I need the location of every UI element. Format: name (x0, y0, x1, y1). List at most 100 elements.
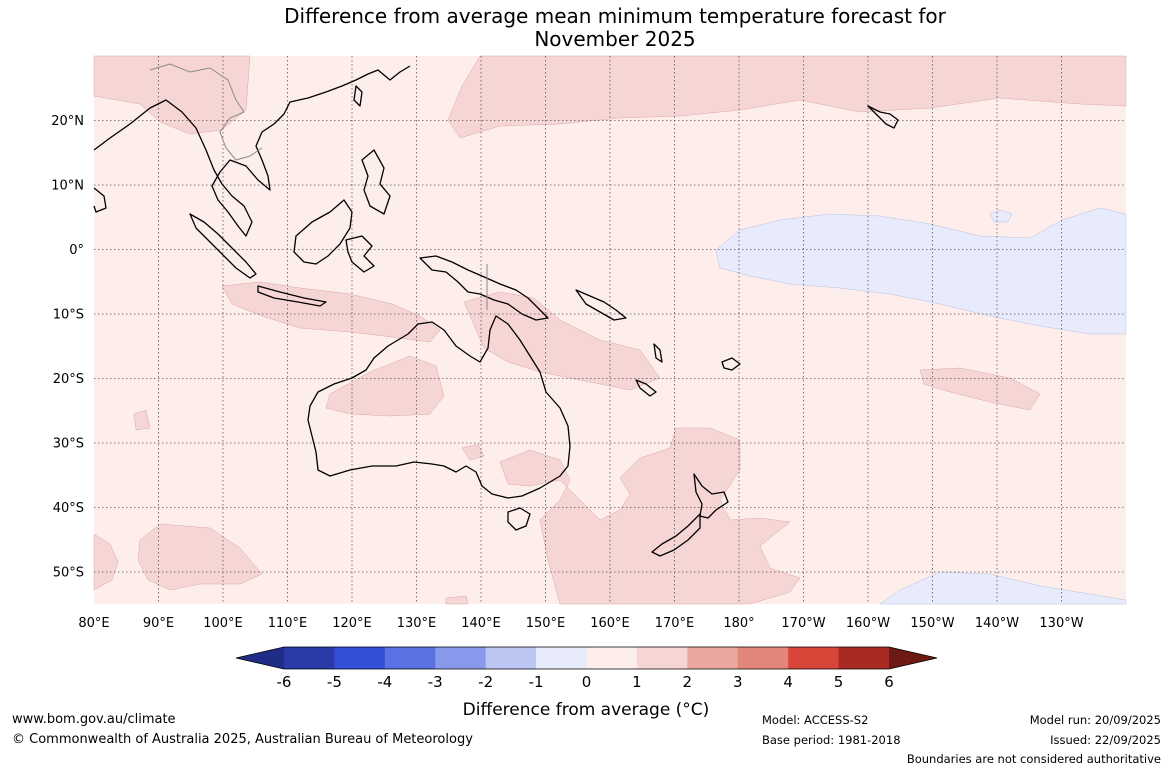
lon-label-130w: 130°W (1039, 616, 1083, 631)
coastline-sumatra (189, 213, 257, 279)
anomaly-region-southern-ocean-west (137, 523, 263, 591)
site-url: www.bom.gov.au/climate (12, 712, 176, 727)
lon-label-130e: 130°E (397, 616, 437, 631)
anomaly-region-indian-ocean-edge (93, 533, 119, 591)
anomaly-region-equatorial-pacific (715, 207, 1127, 335)
boundaries-disclaimer: Boundaries are not considered authoritat… (906, 752, 1161, 766)
colorbar-segments (284, 647, 890, 669)
coastline-hawaii (867, 105, 899, 129)
coastline-india-tip (93, 187, 107, 213)
colorbar-segment (384, 647, 436, 669)
lon-label-140e: 140°E (461, 616, 501, 631)
anomaly-region-coral-sea (463, 291, 661, 391)
coastlines (93, 65, 899, 557)
anomaly-1-to-2-regions (93, 55, 1127, 605)
colorbar-label: Difference from average (°C) (463, 700, 710, 720)
coastline-mainland-asia (93, 65, 411, 237)
lat-label-10s: 10°S (53, 308, 84, 323)
coastline-new-caledonia (635, 379, 657, 397)
map-title-line-2: November 2025 (534, 27, 696, 51)
coastline-nz-south (651, 513, 701, 557)
base-period: Base period: 1981-2018 (762, 733, 901, 747)
lon-label-160w: 160°W (846, 616, 890, 631)
latitude-labels: 20°N 10°N 0° 10°S 20°S 30°S 40°S 50°S (51, 114, 84, 581)
lat-label-40s: 40°S (53, 501, 84, 516)
colorbar-tick-label: 0 (582, 673, 592, 691)
colorbar: -6 -5 -4 -3 -2 -1 0 1 2 3 4 5 6 Difference from aver… (235, 646, 938, 720)
lon-label-90e: 90°E (143, 616, 174, 631)
coastline-fiji (721, 357, 741, 371)
coastline-taiwan (353, 85, 363, 107)
lon-label-110e: 110°E (268, 616, 308, 631)
national-borders (149, 63, 488, 310)
lon-label-150w: 150°W (910, 616, 954, 631)
lat-label-30s: 30°S (53, 437, 84, 452)
coastline-java (257, 285, 327, 307)
lat-label-20n: 20°N (51, 114, 84, 129)
anomaly-region-tasman-nz (499, 427, 801, 605)
lon-label-150e: 150°E (526, 616, 566, 631)
lon-label-120e: 120°E (332, 616, 372, 631)
colorbar-segment (838, 647, 890, 669)
lat-label-50s: 50°S (53, 566, 84, 581)
colorbar-under-arrow (236, 647, 284, 669)
graticule (94, 56, 1126, 604)
anomaly-region-southeast-pacific (879, 571, 1127, 605)
coastline-borneo (293, 199, 353, 265)
lat-label-20s: 20°S (53, 372, 84, 387)
colorbar-tick-label: 4 (783, 673, 793, 691)
lon-label-100e: 100°E (203, 616, 243, 631)
colorbar-segment (636, 647, 688, 669)
model-name: Model: ACCESS-S2 (762, 713, 869, 727)
colorbar-segment (737, 647, 789, 669)
colorbar-segment (485, 647, 537, 669)
colorbar-tick-label: -4 (377, 673, 392, 691)
anomaly-region-maritime (221, 281, 441, 343)
colorbar-tick-label: 1 (632, 673, 642, 691)
colorbar-tick-label: -5 (327, 673, 342, 691)
colorbar-over-arrow (889, 647, 937, 669)
colorbar-tick-label: 6 (884, 673, 894, 691)
colorbar-segment (536, 647, 587, 669)
colorbar-tick-label: -6 (277, 673, 292, 691)
colorbar-tick-label: -2 (478, 673, 493, 691)
colorbar-segment (284, 647, 335, 669)
lon-label-160e: 160°E (590, 616, 630, 631)
colorbar-tick-label: 5 (834, 673, 844, 691)
colorbar-segment (687, 647, 739, 669)
colorbar-outline (235, 646, 938, 670)
colorbar-tick-labels: -6 -5 -4 -3 -2 -1 0 1 2 3 4 5 6 (277, 673, 894, 691)
anomaly-region-west-australia (325, 355, 445, 417)
issued-date: Issued: 22/09/2025 (1050, 733, 1161, 747)
anomaly-minus1-to-0-regions (715, 207, 1127, 605)
colorbar-segment (788, 647, 840, 669)
lat-label-10n: 10°N (51, 179, 84, 194)
lon-label-140w: 140°W (975, 616, 1019, 631)
map-title-line-1: Difference from average mean minimum tem… (284, 4, 946, 28)
anomaly-region-small-islands (133, 409, 485, 605)
copyright-notice: © Commonwealth of Australia 2025, Austra… (12, 732, 473, 747)
lat-label-0: 0° (69, 243, 84, 258)
coastline-solomons (575, 289, 627, 321)
coastline-tasmania (507, 507, 531, 531)
colorbar-segment (586, 647, 638, 669)
border-se-asia (149, 63, 263, 161)
coastline-australia (307, 315, 571, 499)
anomaly-region-small-cool (989, 209, 1013, 223)
model-run-date: Model run: 20/09/2025 (1029, 713, 1161, 727)
lon-label-170w: 170°W (781, 616, 825, 631)
colorbar-segment (435, 647, 487, 669)
colorbar-tick-label: 3 (733, 673, 743, 691)
anomaly-region-north-pacific (447, 55, 1127, 139)
colorbar-tick-label: -3 (428, 673, 443, 691)
coastline-vanuatu (653, 343, 663, 363)
coastline-philippines (361, 149, 391, 215)
colorbar-tick-label: 2 (683, 673, 693, 691)
lon-label-170e: 170°E (655, 616, 695, 631)
colorbar-segment (334, 647, 386, 669)
colorbar-tick-label: -1 (529, 673, 544, 691)
anomaly-region-asia-northwest (93, 55, 251, 135)
longitude-labels: 80°E 90°E 100°E 110°E 120°E 130°E 140°E … (78, 616, 1083, 631)
coastline-sulawesi (345, 235, 375, 273)
